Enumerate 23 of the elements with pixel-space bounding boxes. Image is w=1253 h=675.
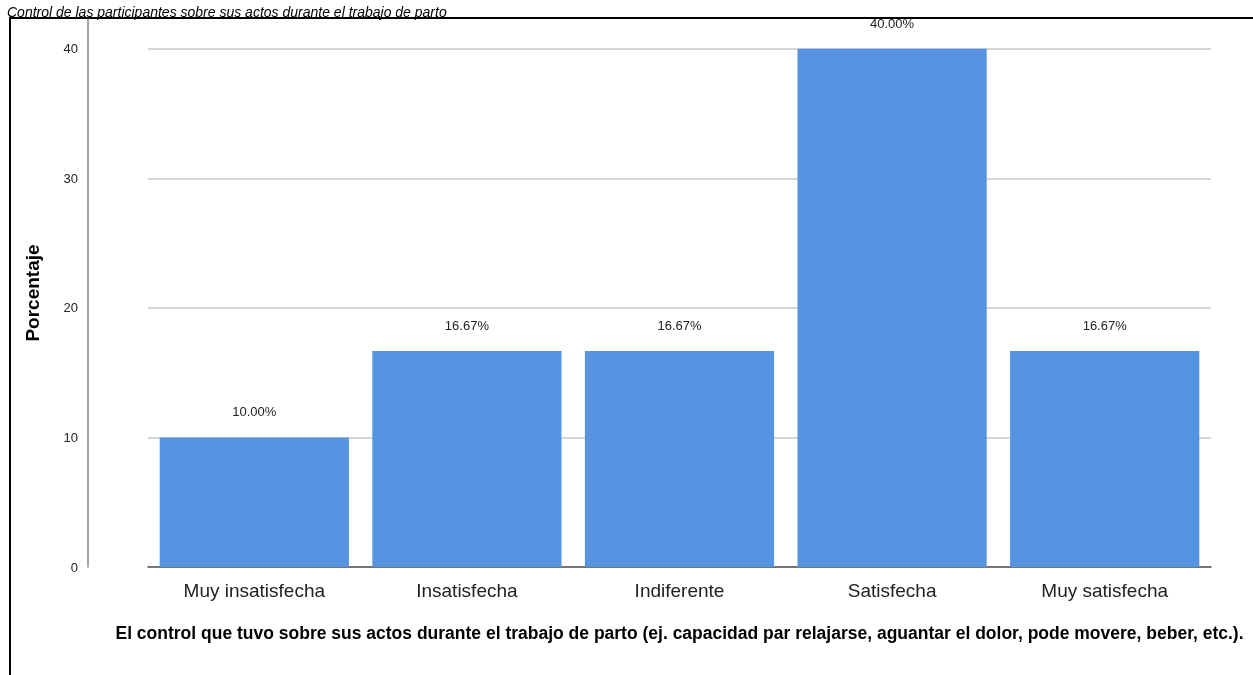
data-label: 40.00% <box>870 15 915 31</box>
x-tick-label: Muy satisfecha <box>1041 580 1169 601</box>
x-tick-label: Satisfecha <box>847 580 937 601</box>
bar <box>797 48 987 567</box>
data-label: 16.67% <box>444 318 490 334</box>
x-tick-label: Indiferente <box>634 580 725 601</box>
data-label: 16.67% <box>1082 318 1128 334</box>
y-tick-label: 40 <box>63 41 78 57</box>
bar <box>372 351 562 567</box>
y-axis-title: Porcentaje <box>22 244 43 342</box>
data-label: 16.67% <box>657 318 702 334</box>
y-tick-label: 20 <box>63 300 78 316</box>
x-axis-title: El control que tuvo sobre sus actos durante el trabajo de parto (ej. capacidad par relajarse, aguantar el dolor, pode movere, beber, etc.). <box>115 623 1244 643</box>
bar <box>159 437 349 567</box>
chart-title: Control de las participantes sobre sus actos durante el trabajo de parto <box>7 4 447 20</box>
x-tick-label: Insatisfecha <box>416 580 519 601</box>
y-tick-label: 30 <box>63 170 78 186</box>
data-label: 10.00% <box>232 404 277 420</box>
y-tick-label: 0 <box>70 559 78 575</box>
bar <box>584 351 775 567</box>
bar <box>1010 351 1200 567</box>
x-tick-label: Muy insatisfecha <box>183 580 326 601</box>
y-tick-label: 10 <box>63 429 78 445</box>
